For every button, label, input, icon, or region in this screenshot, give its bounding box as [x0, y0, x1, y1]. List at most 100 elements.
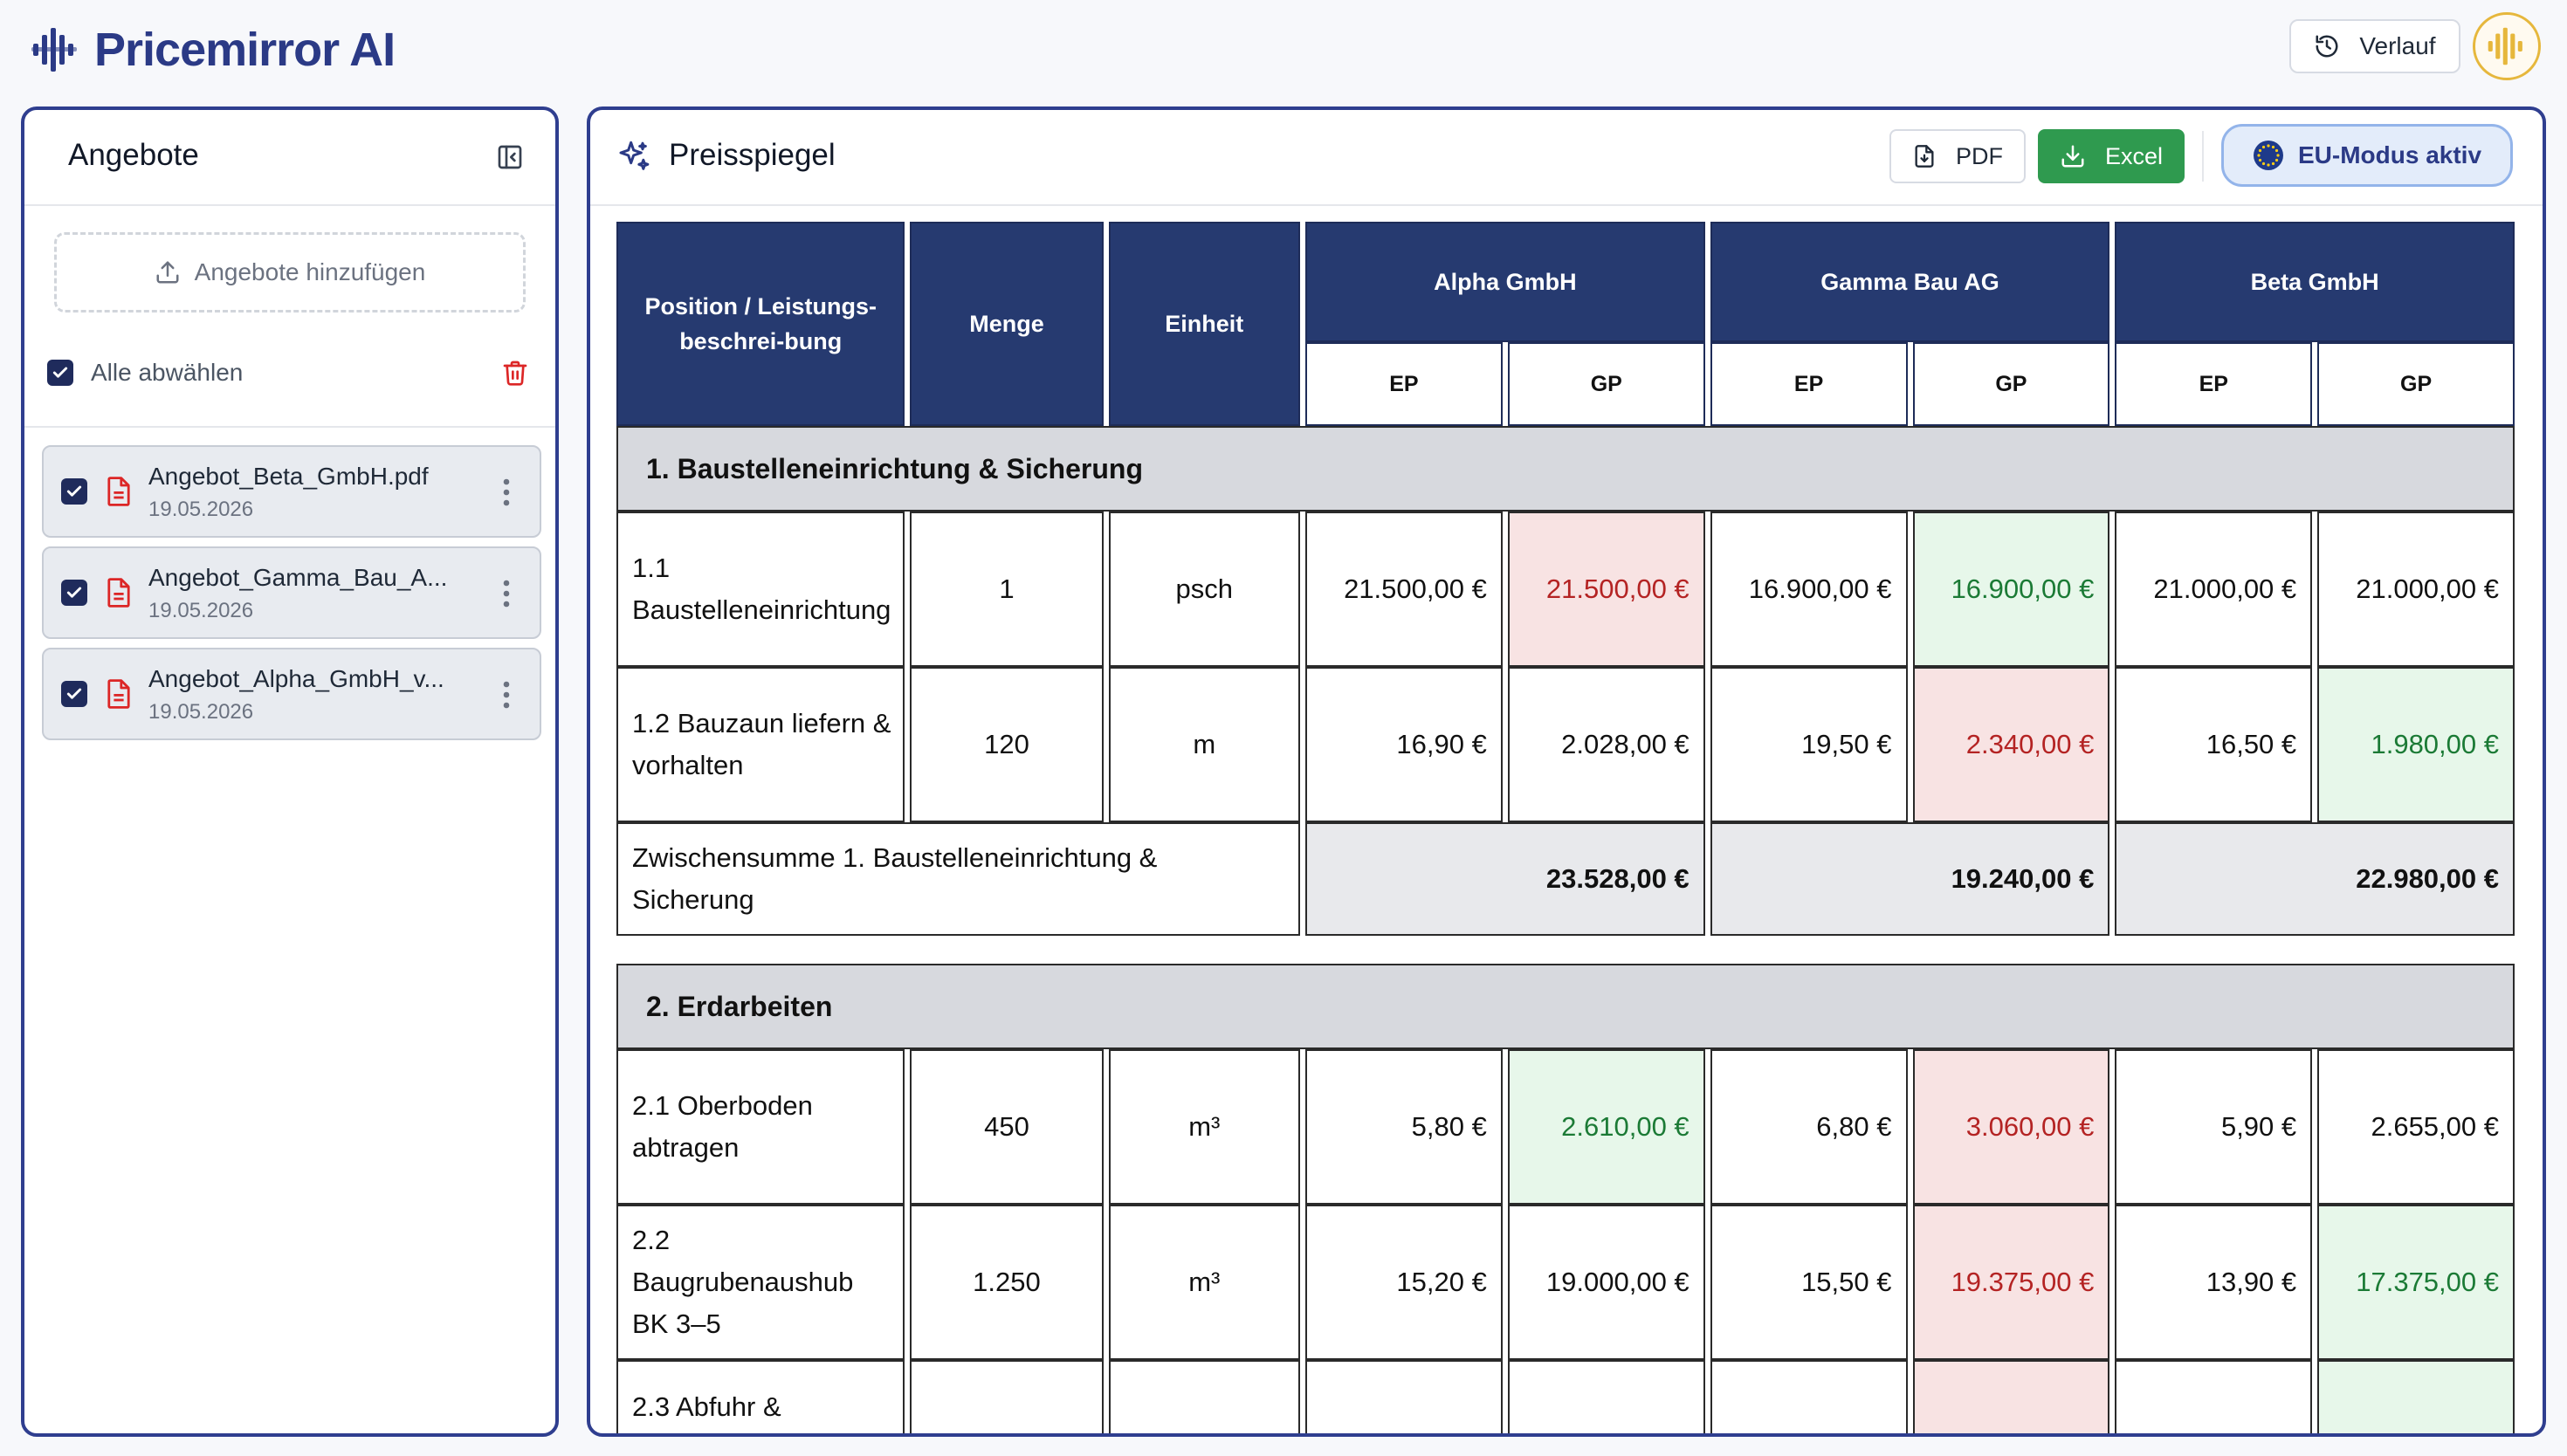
- logo-bars-icon: [31, 28, 77, 72]
- select-all-checkbox[interactable]: [47, 360, 73, 386]
- position-cell: 2.2 Baugrubenaushub BK 3–5: [616, 1205, 905, 1360]
- file-name: Angebot_Alpha_GmbH_v...: [148, 665, 444, 692]
- select-all-label[interactable]: Alle abwählen: [91, 359, 244, 386]
- add-offers-label: Angebote hinzufügen: [194, 258, 426, 285]
- subtotal-value: 23.528,00 €: [1305, 822, 1705, 936]
- position-cell: 1.1 Baustelleneinrichtung: [616, 512, 905, 667]
- total-price-cell-highest: 21.500,00 €: [1507, 512, 1705, 667]
- toolbar-separator: [2202, 131, 2204, 182]
- app-name: Pricemirror AI: [94, 24, 396, 76]
- app-logo[interactable]: Pricemirror AI: [31, 19, 396, 80]
- total-price-cell-highest: 19.375,00 €: [1912, 1205, 2110, 1360]
- history-button[interactable]: Verlauf: [2289, 19, 2460, 73]
- total-price-cell: 21.000,00 €: [2317, 512, 2515, 667]
- pdf-file-icon: [107, 578, 130, 608]
- pdf-file-icon: [107, 679, 130, 709]
- subtotal-row: Zwischensumme 1. Baustelleneinrichtung &…: [616, 822, 2515, 936]
- export-excel-button[interactable]: Excel: [2038, 129, 2185, 183]
- collapse-sidebar-icon[interactable]: [496, 143, 524, 171]
- offer-file-item[interactable]: Angebot_Gamma_Bau_A... 19.05.2026: [42, 546, 541, 639]
- bidder-header: Alpha GmbH: [1305, 222, 1705, 342]
- top-bar: Pricemirror AI Verlauf: [0, 0, 2567, 105]
- eu-mode-label: EU-Modus aktiv: [2297, 141, 2482, 168]
- more-options-icon[interactable]: [499, 679, 513, 711]
- table-row: 2.3 Abfuhr &: [616, 1360, 2515, 1433]
- trash-icon[interactable]: [501, 358, 529, 388]
- column-header-total-price: GP: [2317, 342, 2515, 426]
- unit-price-cell: 19,50 €: [1710, 667, 1908, 822]
- add-offers-dropzone[interactable]: Angebote hinzufügen: [54, 232, 526, 312]
- file-name: Angebot_Gamma_Bau_A...: [148, 564, 448, 591]
- eu-mode-toggle[interactable]: EU-Modus aktiv: [2221, 124, 2513, 187]
- section-row: 2. Erdarbeiten: [616, 964, 2515, 1049]
- quantity-cell: 450: [910, 1049, 1104, 1205]
- subtotal-value: 19.240,00 €: [1710, 822, 2110, 936]
- total-price-cell-highest: [1912, 1360, 2110, 1433]
- table-row: 1.2 Bauzaun liefern & vorhalten 120 m 16…: [616, 667, 2515, 822]
- bidder-header: Beta GmbH: [2115, 222, 2515, 342]
- total-price-cell-highest: 3.060,00 €: [1912, 1049, 2110, 1205]
- column-header-total-price: GP: [1507, 342, 1705, 426]
- unit-price-cell: 16.900,00 €: [1710, 512, 1908, 667]
- column-header-unit: Einheit: [1108, 222, 1301, 426]
- download-icon: [2061, 145, 2084, 168]
- total-price-cell-lowest: [2317, 1360, 2515, 1433]
- file-date: 19.05.2026: [148, 498, 254, 521]
- price-comparison-table-wrapper: Position / Leistungs-beschrei-bung Menge…: [616, 222, 2520, 1433]
- export-excel-label: Excel: [2104, 142, 2164, 169]
- section-spacer: [616, 936, 2515, 964]
- section-title: 1. Baustelleneinrichtung & Sicherung: [616, 426, 2515, 512]
- eu-flag-icon: [2253, 141, 2283, 170]
- unit-price-cell: 16,90 €: [1305, 667, 1503, 822]
- offer-file-item[interactable]: Angebot_Alpha_GmbH_v... 19.05.2026: [42, 648, 541, 740]
- column-header-position: Position / Leistungs-beschrei-bung: [616, 222, 905, 426]
- column-header-unit-price: EP: [1305, 342, 1503, 426]
- offers-panel: Angebote Angebote hinzufügen Alle abwähl…: [21, 106, 559, 1437]
- table-row: 1.1 Baustelleneinrichtung 1 psch 21.500,…: [616, 512, 2515, 667]
- check-icon: [66, 587, 82, 598]
- position-cell: 2.3 Abfuhr &: [616, 1360, 905, 1433]
- unit-price-cell: 15,20 €: [1305, 1205, 1503, 1360]
- unit-cell: m³: [1108, 1049, 1301, 1205]
- more-options-icon[interactable]: [499, 477, 513, 508]
- total-price-cell-lowest: 2.610,00 €: [1507, 1049, 1705, 1205]
- check-icon: [66, 485, 82, 497]
- avatar-logo-icon: [2488, 27, 2522, 65]
- upload-icon: [156, 261, 179, 284]
- unit-price-cell: 13,90 €: [2115, 1205, 2313, 1360]
- offers-panel-title: Angebote: [68, 138, 199, 172]
- total-price-cell: 19.000,00 €: [1507, 1205, 1705, 1360]
- file-checkbox[interactable]: [61, 681, 87, 707]
- position-cell: 2.1 Oberboden abtragen: [616, 1049, 905, 1205]
- total-price-cell: 2.028,00 €: [1507, 667, 1705, 822]
- unit-price-cell: 5,90 €: [2115, 1049, 2313, 1205]
- user-avatar[interactable]: [2473, 12, 2541, 80]
- unit-price-cell: 21.000,00 €: [2115, 512, 2313, 667]
- total-price-cell-lowest: 17.375,00 €: [2317, 1205, 2515, 1360]
- history-icon: [2316, 35, 2338, 58]
- price-comparison-title: Preisspiegel: [669, 138, 836, 172]
- table-row: 2.2 Baugrubenaushub BK 3–5 1.250 m³ 15,2…: [616, 1205, 2515, 1360]
- file-checkbox[interactable]: [61, 478, 87, 505]
- history-label: Verlauf: [2359, 32, 2436, 59]
- offers-panel-header: Angebote: [24, 110, 555, 206]
- table-row: 2.1 Oberboden abtragen 450 m³ 5,80 € 2.6…: [616, 1049, 2515, 1205]
- file-download-icon: [1915, 145, 1934, 168]
- export-pdf-button[interactable]: PDF: [1889, 129, 2026, 183]
- more-options-icon[interactable]: [499, 578, 513, 609]
- quantity-cell: [910, 1360, 1104, 1433]
- column-header-total-price: GP: [1912, 342, 2110, 426]
- offer-file-item[interactable]: Angebot_Beta_GmbH.pdf 19.05.2026: [42, 445, 541, 538]
- unit-price-cell: [1710, 1360, 1908, 1433]
- quantity-cell: 1.250: [910, 1205, 1104, 1360]
- total-price-cell-lowest: 16.900,00 €: [1912, 512, 2110, 667]
- unit-price-cell: [2115, 1360, 2313, 1433]
- file-date: 19.05.2026: [148, 700, 254, 724]
- total-price-cell: [1507, 1360, 1705, 1433]
- file-name: Angebot_Beta_GmbH.pdf: [148, 463, 429, 490]
- file-date: 19.05.2026: [148, 599, 254, 622]
- select-all-row: Alle abwählen: [47, 353, 548, 393]
- unit-price-cell: [1305, 1360, 1503, 1433]
- file-checkbox[interactable]: [61, 580, 87, 606]
- price-comparison-panel: Preisspiegel PDF Excel: [587, 106, 2546, 1437]
